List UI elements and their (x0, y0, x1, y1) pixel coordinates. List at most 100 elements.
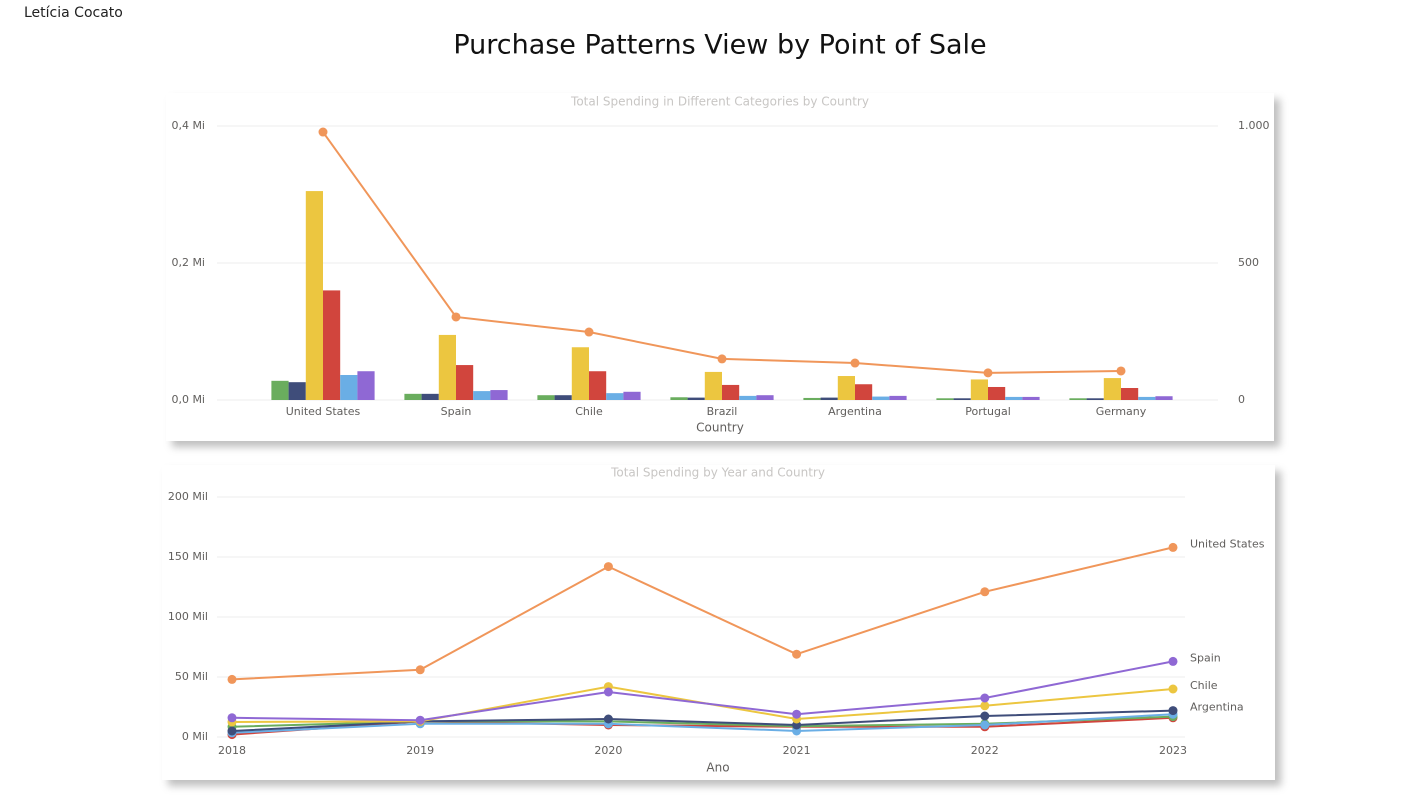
y2-tick-label: 500 (1238, 256, 1259, 269)
bar (704, 371, 722, 400)
line (231, 660, 1174, 722)
x-tick-label: Portugal (965, 405, 1011, 418)
bar (1022, 396, 1040, 400)
bar (1121, 388, 1139, 400)
line-point (980, 587, 990, 597)
bar (1103, 378, 1121, 400)
bar (1138, 396, 1156, 400)
line-point (603, 687, 613, 697)
y-tick-label: 0,2 Mi (171, 256, 205, 269)
bar (855, 384, 873, 400)
bar (421, 393, 439, 400)
bar (803, 397, 821, 400)
line-point (603, 714, 613, 724)
line-point (1168, 542, 1178, 552)
x-tick-label: 2021 (783, 744, 811, 757)
y-tick-label: 200 Mil (168, 490, 208, 503)
line-point (980, 720, 990, 730)
line-point (1116, 366, 1126, 376)
y-tick-label: 50 Mil (175, 670, 208, 683)
bar (606, 393, 624, 400)
line-point (850, 358, 860, 368)
line-point (983, 368, 993, 378)
x-tick-label: Chile (575, 405, 603, 418)
line-point (451, 312, 461, 322)
x-tick-label: 2023 (1159, 744, 1187, 757)
y-tick-label: 150 Mil (168, 550, 208, 563)
author: Letícia Cocato (24, 5, 123, 21)
bar (554, 395, 572, 400)
bar (970, 379, 988, 400)
line (231, 546, 1174, 681)
x-tick-label: Spain (441, 405, 472, 418)
bar (1086, 398, 1104, 400)
card (162, 465, 1275, 780)
y2-tick-label: 1.000 (1238, 119, 1270, 132)
y-tick-label: 0,0 Mi (171, 393, 205, 406)
bar (305, 191, 323, 400)
x-tick-label: Argentina (828, 405, 882, 418)
bar (820, 397, 838, 400)
x-tick-label: 2022 (971, 744, 999, 757)
bar (953, 398, 971, 400)
bar (739, 395, 757, 400)
x-axis-label: Country (696, 421, 744, 435)
line-point (792, 649, 802, 659)
y-tick-label: 0,4 Mi (171, 119, 205, 132)
bar (271, 380, 289, 400)
line-point (980, 693, 990, 703)
line-point (227, 674, 237, 684)
y-tick-label: 0 Mil (182, 730, 208, 743)
line (231, 709, 1174, 732)
bar (288, 382, 306, 400)
line-point (415, 715, 425, 725)
bar (456, 365, 474, 400)
bar (490, 390, 508, 400)
line-point (717, 354, 727, 364)
x-tick-label: Brazil (707, 405, 738, 418)
bar (1005, 396, 1023, 400)
line-point (415, 665, 425, 675)
x-axis-label: Ano (706, 761, 729, 775)
bar (988, 386, 1006, 400)
chart-title: Total Spending in Different Categories b… (570, 95, 869, 109)
bar (438, 334, 456, 400)
line-point (603, 562, 613, 572)
line-point (792, 709, 802, 719)
bar (404, 393, 422, 400)
bar (473, 391, 491, 400)
page-title: Purchase Patterns View by Point of Sale (453, 30, 986, 61)
bar (323, 290, 341, 400)
x-tick-label: United States (286, 405, 361, 418)
bar (1069, 398, 1087, 400)
x-tick-label: 2018 (218, 744, 246, 757)
line-point (1168, 656, 1178, 666)
line-point (1168, 684, 1178, 694)
bar (357, 371, 375, 400)
bar (722, 384, 740, 400)
series-label: Chile (1190, 679, 1218, 692)
y2-tick-label: 0 (1238, 393, 1245, 406)
line-point (980, 711, 990, 721)
bar (889, 395, 907, 400)
line-point (227, 713, 237, 723)
line-point (318, 127, 328, 137)
bar (623, 391, 641, 400)
bar (1155, 396, 1173, 400)
line-point (584, 327, 594, 337)
x-tick-label: 2020 (594, 744, 622, 757)
bar (340, 374, 358, 400)
line-point (227, 726, 237, 736)
series-label: Spain (1190, 651, 1221, 664)
line-point (980, 701, 990, 711)
line-point (1168, 706, 1178, 716)
bar (936, 398, 954, 400)
x-tick-label: 2019 (406, 744, 434, 757)
x-tick-label: Germany (1096, 405, 1147, 418)
bar (837, 376, 855, 400)
bar (537, 395, 555, 400)
series-label: Argentina (1190, 701, 1244, 714)
line (231, 713, 1174, 734)
bar (670, 397, 688, 400)
